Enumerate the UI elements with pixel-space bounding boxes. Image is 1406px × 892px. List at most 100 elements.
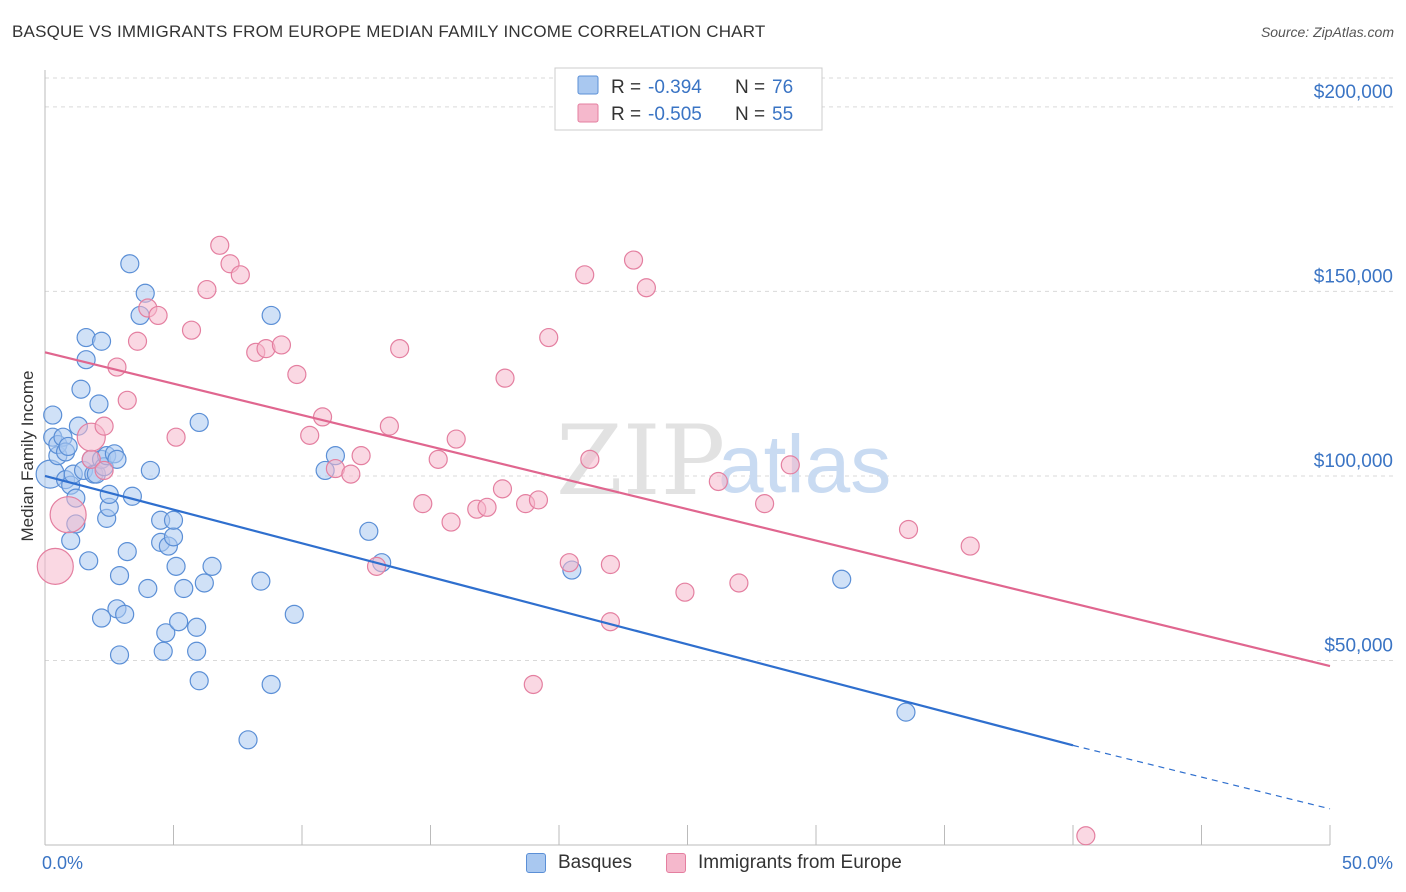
- basques-point: [79, 551, 99, 571]
- basques-point: [91, 608, 112, 628]
- basques-point: [189, 671, 209, 691]
- immigrants-point: [446, 429, 466, 449]
- immigrants-point: [623, 250, 644, 270]
- basques-point: [43, 405, 63, 425]
- immigrants-point: [94, 416, 114, 436]
- immigrants-point: [539, 327, 559, 348]
- grid-lines: [45, 77, 1395, 661]
- legend-item-immigrants[interactable]: Immigrants from Europe: [666, 852, 902, 874]
- basques-point: [91, 331, 112, 351]
- axes: [44, 70, 1331, 846]
- immigrants-point: [127, 331, 148, 351]
- immigrants-point: [528, 490, 549, 510]
- basques-point: [194, 573, 214, 593]
- basques-point: [169, 612, 189, 632]
- x-tick-labels: 0.0% 50.0%: [42, 853, 1393, 873]
- immigrants-trend-line: [44, 351, 1331, 668]
- basques-point: [174, 578, 194, 599]
- basques-point: [359, 521, 379, 541]
- y-tick-label: $100,000: [1314, 451, 1393, 472]
- legend-r-value-2: -0.505: [648, 104, 702, 125]
- y-axis-label: Median Family Income: [18, 370, 37, 541]
- basques-swatch: [526, 853, 546, 873]
- immigrants-point: [210, 235, 230, 255]
- immigrants-point: [351, 446, 371, 466]
- basques-point: [109, 645, 130, 665]
- immigrants-point: [441, 512, 461, 532]
- immigrants-points: [36, 235, 1096, 846]
- legend-n-label-2: N =: [735, 104, 765, 125]
- immigrants-point: [780, 455, 800, 475]
- basques-point: [61, 530, 81, 551]
- basques-point: [238, 730, 258, 750]
- basques-point: [71, 379, 91, 399]
- immigrants-point: [754, 494, 775, 514]
- legend-r-value-1: -0.394: [648, 77, 702, 98]
- basques-points: [35, 254, 916, 750]
- immigrants-point: [94, 460, 114, 481]
- x-tick-label-max: 50.0%: [1342, 853, 1393, 873]
- immigrants-point: [1076, 826, 1096, 846]
- immigrants-point: [312, 407, 333, 427]
- immigrants-point: [166, 427, 186, 447]
- immigrants-point: [636, 278, 656, 298]
- legend-swatch-basques: [577, 75, 599, 95]
- immigrants-point: [390, 339, 410, 359]
- basques-point: [115, 604, 135, 624]
- basques-point: [89, 394, 109, 414]
- basques-point: [107, 449, 127, 469]
- trend-lines: [44, 351, 1331, 810]
- basques-point: [163, 527, 184, 547]
- basques-point: [138, 578, 158, 599]
- basques-point: [832, 569, 852, 589]
- basques-point: [109, 565, 130, 586]
- immigrants-point: [148, 305, 168, 326]
- immigrants-point: [477, 497, 497, 517]
- basques-point: [156, 623, 176, 643]
- source-label: Source: ZipAtlas.com: [1260, 24, 1394, 40]
- basques-point: [187, 641, 207, 661]
- immigrants-point: [413, 494, 433, 514]
- legend-n-label-1: N =: [735, 77, 765, 98]
- immigrants-point: [197, 279, 217, 300]
- immigrants-point: [230, 265, 250, 285]
- legend-n-value-2: 55: [772, 104, 793, 125]
- basques-trend-extension: [1072, 744, 1331, 810]
- immigrants-point: [428, 449, 448, 469]
- basques-trend-line: [44, 474, 1074, 747]
- y-tick-label: $150,000: [1314, 266, 1393, 287]
- basques-point: [187, 617, 207, 637]
- chart-title: BASQUE VS IMMIGRANTS FROM EUROPE MEDIAN …: [12, 22, 766, 41]
- legend-r-label-2: R =: [611, 104, 641, 125]
- immigrants-point: [49, 496, 87, 534]
- y-tick-label: $50,000: [1324, 635, 1393, 656]
- immigrants-point: [559, 553, 579, 573]
- correlation-legend: R = -0.394 N = 76 R = -0.505 N = 55: [554, 67, 823, 131]
- basques-point: [153, 641, 173, 661]
- immigrants-point: [675, 582, 695, 602]
- immigrants-point: [898, 519, 919, 540]
- immigrants-point: [495, 368, 515, 388]
- legend-r-label-1: R =: [611, 77, 641, 98]
- basques-point: [261, 674, 281, 695]
- legend-swatch-immigrants: [577, 103, 599, 123]
- immigrants-point: [960, 536, 980, 556]
- legend-item-basques[interactable]: Basques: [526, 852, 632, 874]
- legend-label-basques: Basques: [558, 852, 632, 873]
- basques-point: [140, 460, 160, 481]
- immigrants-point: [117, 390, 137, 410]
- basques-point: [58, 436, 78, 457]
- basques-point: [163, 510, 184, 530]
- immigrants-point: [107, 357, 127, 377]
- basques-point: [261, 305, 281, 326]
- immigrants-point: [36, 547, 74, 585]
- legend-n-value-1: 76: [772, 77, 793, 98]
- basques-point: [120, 254, 140, 274]
- immigrants-point: [341, 464, 361, 484]
- immigrants-point: [379, 416, 399, 436]
- basques-point: [117, 542, 137, 562]
- immigrants-point: [181, 320, 202, 340]
- immigrants-point: [271, 335, 292, 355]
- immigrants-point: [575, 265, 595, 285]
